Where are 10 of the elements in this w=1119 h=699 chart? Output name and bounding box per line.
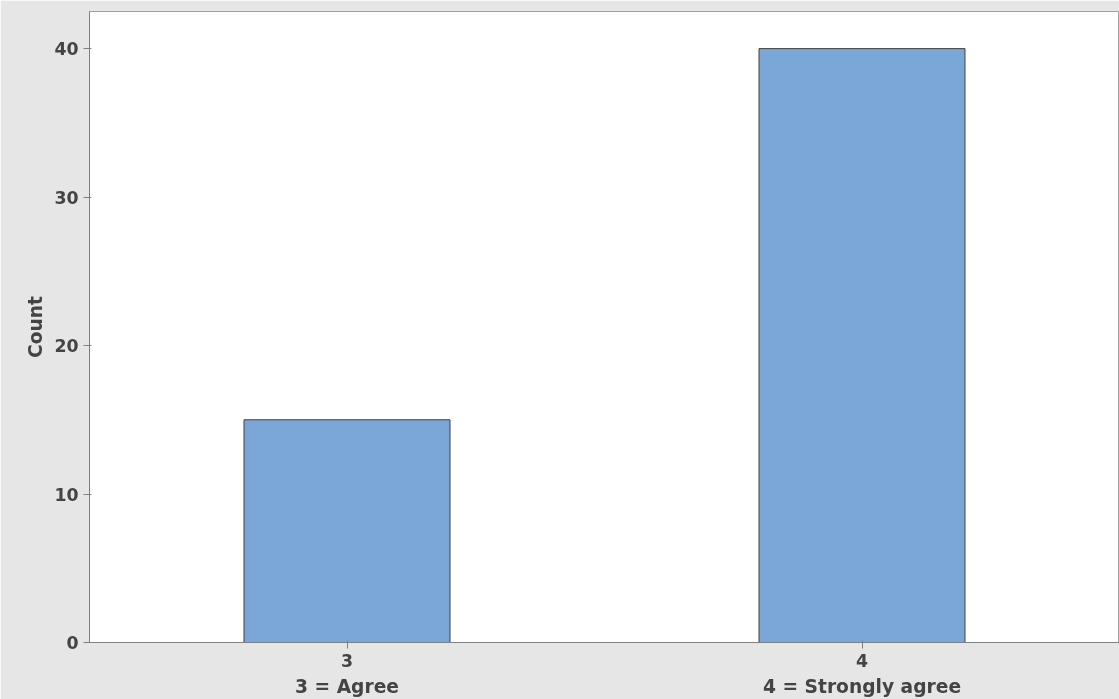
y-tick-label: 20 <box>54 336 79 357</box>
y-tick-label: 30 <box>54 187 79 208</box>
y-tick-label: 0 <box>66 633 79 653</box>
y-axis-title: Count <box>25 295 47 358</box>
text: 4 = Strongly agree <box>762 675 962 697</box>
y-tick-label: 10 <box>54 484 79 505</box>
y-tick-label: 40 <box>54 39 79 60</box>
text: 3 = Agree <box>295 675 399 697</box>
x-tick-label: 3 <box>340 650 354 671</box>
x-tick-label: 4 <box>855 650 869 671</box>
